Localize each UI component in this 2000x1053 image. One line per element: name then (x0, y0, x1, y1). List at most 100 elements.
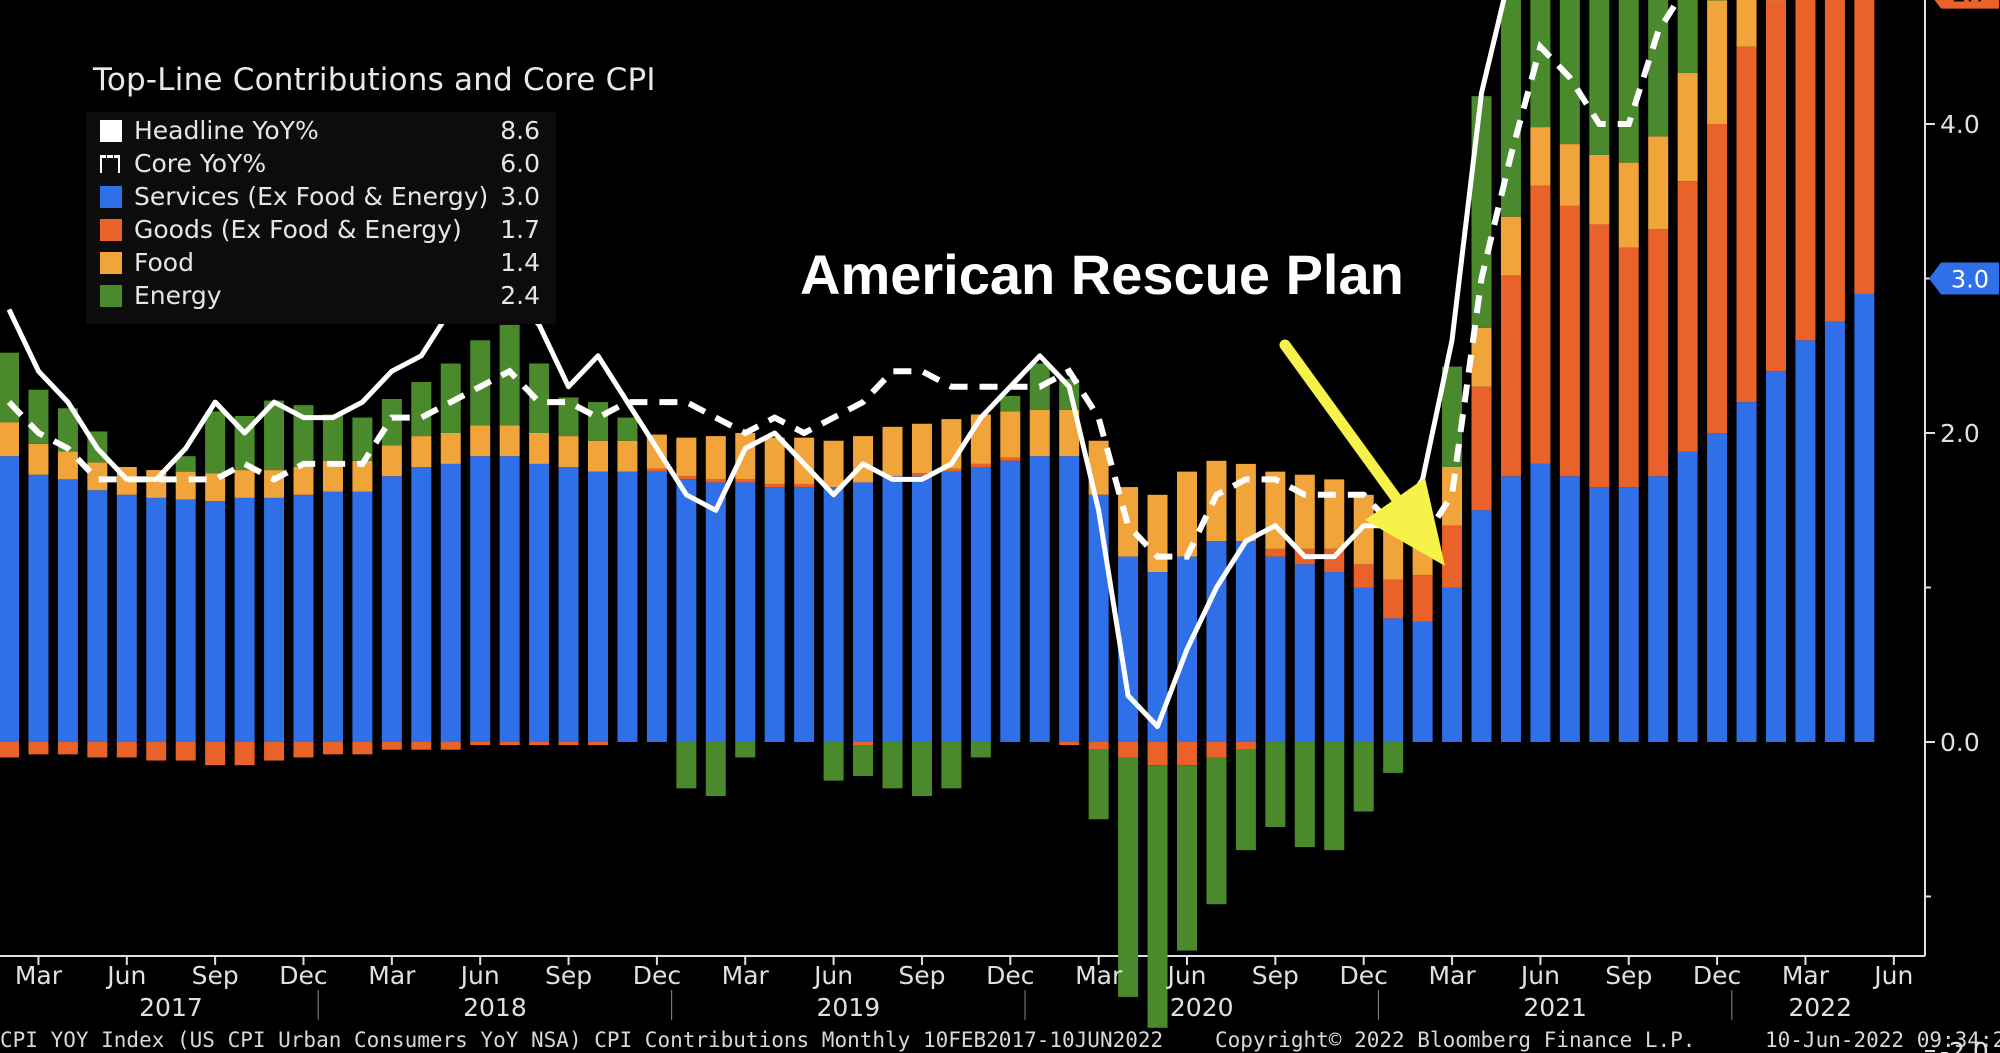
bar-segment (1707, 124, 1728, 433)
bar-segment (941, 471, 962, 742)
bar-segment (1206, 742, 1227, 758)
bar-segment (293, 494, 314, 742)
bar-segment (1442, 587, 1463, 742)
bar-segment (470, 742, 491, 746)
bar-segment (87, 490, 108, 742)
bar-segment (146, 742, 167, 761)
bar-segment (28, 474, 49, 742)
x-month-label: Dec (986, 961, 1034, 990)
x-month-label: Sep (545, 961, 592, 990)
bar-segment (735, 479, 756, 483)
bar-segment (1177, 471, 1197, 557)
bar-segment (1000, 457, 1021, 461)
bar-segment (1824, 321, 1845, 742)
bar-segment (57, 408, 78, 452)
bar-segment (234, 497, 255, 742)
bar-segment (1147, 572, 1168, 742)
bar-segment (322, 460, 343, 492)
bar-segment (1177, 742, 1197, 766)
value-badge-label: 1.7 (1951, 0, 1989, 8)
legend-swatch-services (100, 186, 122, 208)
bar-segment (735, 742, 756, 758)
legend-value: 1.4 (500, 248, 540, 277)
x-year-label: 2018 (463, 993, 527, 1022)
bar-segment (1206, 541, 1227, 742)
legend-swatch-headline (100, 120, 122, 142)
bar-segment (911, 742, 932, 797)
bar-segment (911, 476, 932, 742)
bar-segment (440, 433, 461, 464)
bar-segment (381, 445, 402, 477)
legend-label: Services (Ex Food & Energy) (134, 182, 489, 211)
legend-value: 8.6 (500, 116, 540, 145)
bar-segment (911, 423, 932, 474)
bar-segment (1294, 474, 1315, 549)
bar-segment (1147, 494, 1168, 573)
bar-segment (588, 402, 608, 441)
footer-source: CPI YOY Index (US CPI Urban Consumers Yo… (0, 1028, 1164, 1052)
x-month-label: Sep (192, 961, 239, 990)
bar-segment (1500, 476, 1521, 742)
annotation-arrow-head (1365, 478, 1445, 566)
legend-swatch-core (100, 155, 120, 173)
bar-segment (322, 491, 343, 742)
bar-segment (57, 742, 78, 755)
bar-segment (205, 742, 226, 766)
bar-segment (1471, 327, 1492, 387)
bar-segment (293, 466, 314, 495)
value-badge-shape (1934, 0, 1999, 9)
bar-segment (588, 471, 608, 742)
bar-segment (1618, 162, 1639, 248)
bar-segment (1206, 757, 1227, 905)
bar-segment (764, 487, 785, 742)
bar-segment (588, 742, 608, 746)
bar-segment (470, 425, 491, 457)
x-year-label: 2022 (1788, 993, 1852, 1022)
bar-segment (293, 742, 314, 758)
bar-segment (1824, 0, 1845, 322)
bar-segment (617, 471, 638, 742)
bar-segment (1795, 340, 1816, 742)
bar-segment (764, 483, 785, 488)
bar-segment (1559, 0, 1580, 145)
legend-value: 6.0 (500, 149, 540, 178)
bar-segment (1000, 411, 1021, 458)
legend-item-services: Services (Ex Food & Energy) 3.0 (100, 182, 540, 212)
bar-segment (1235, 541, 1256, 742)
bar-segment (705, 436, 726, 480)
bar-segment (1589, 224, 1610, 488)
bar-segment (1530, 127, 1551, 186)
bar-segment (1530, 185, 1551, 464)
bar-segment (175, 456, 196, 472)
bar-segment (1854, 293, 1875, 742)
bar-segment (1677, 451, 1698, 742)
bar-segment (175, 471, 196, 500)
core-cpi-line (6, 0, 1682, 560)
bar-segment (970, 466, 991, 742)
bar-segment (823, 487, 844, 742)
bar-segment (1707, 0, 1728, 124)
bar-segment (1294, 564, 1315, 742)
bar-segment (146, 497, 167, 742)
legend-title: Top-Line Contributions and Core CPI (93, 62, 656, 98)
bar-segment (705, 482, 726, 742)
x-month-label: Mar (1428, 961, 1476, 990)
bar-segment (1618, 0, 1639, 163)
bar-segment (1324, 572, 1345, 742)
legend-label: Headline YoY% (134, 116, 319, 145)
bar-segment (1854, 0, 1875, 294)
bar-segment (0, 456, 19, 742)
bar-segment (1648, 136, 1669, 230)
bar-segment (529, 433, 550, 464)
legend: Headline YoY% 8.6 Core YoY% 6.0 Services… (86, 112, 556, 324)
bar-segment (1589, 0, 1610, 155)
bar-segment (882, 742, 903, 789)
bar-segment (853, 742, 874, 746)
bar-segment (1029, 409, 1050, 457)
bar-segment (1766, 371, 1786, 742)
legend-label: Energy (134, 281, 222, 310)
bar-segment (1118, 757, 1139, 997)
bar-segment (499, 742, 520, 746)
bar-segment (529, 363, 550, 433)
headline-cpi-line (6, 0, 1507, 729)
